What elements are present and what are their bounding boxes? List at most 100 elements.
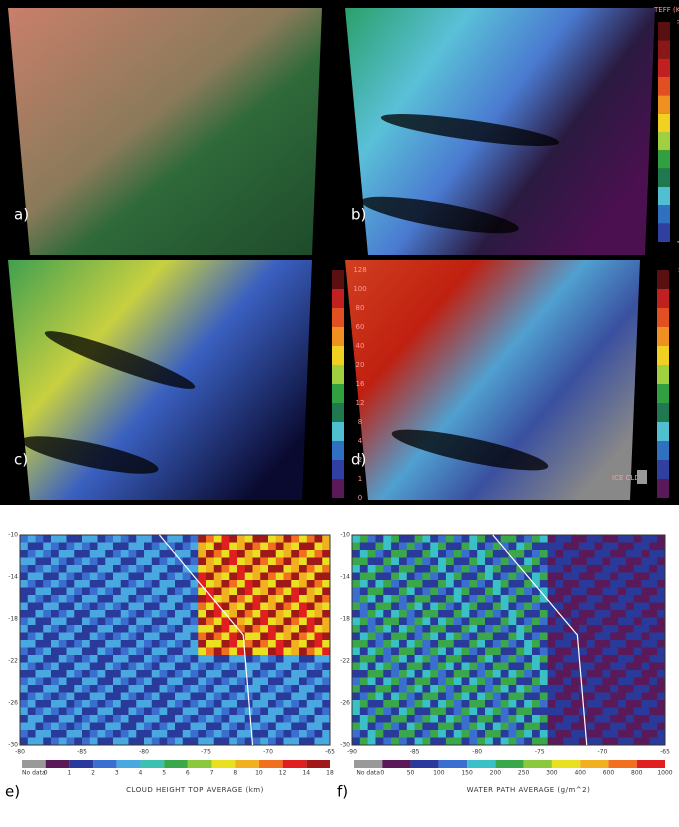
map-cell [657,678,665,686]
map-cell [477,693,485,701]
map-cell [657,723,665,731]
map-cell [229,618,237,626]
map-cell [67,543,75,551]
map-cell [634,595,642,603]
map-cell [352,663,360,671]
map-cell [82,730,90,738]
map-cell [160,685,168,693]
map-cell [67,655,75,663]
map-cell [152,633,160,641]
colorbar-swatch [657,308,669,327]
nodata-swatch [354,760,382,768]
map-cell [43,618,51,626]
map-cell [291,595,299,603]
map-cell [191,618,199,626]
map-cell [649,565,657,573]
map-cell [548,558,556,566]
map-cell [237,685,245,693]
map-cell [191,678,199,686]
map-cell [121,603,129,611]
map-cell [602,663,610,671]
map-cell [206,670,214,678]
map-cell [144,685,152,693]
map-cell [368,543,376,551]
map-cell [477,535,485,543]
map-cell [563,655,571,663]
map-cell [501,535,509,543]
map-cell [284,708,292,716]
map-cell [446,715,454,723]
map-cell [399,708,407,716]
map-cell [469,633,477,641]
map-cell [222,558,230,566]
map-cell [422,678,430,686]
map-cell [634,708,642,716]
map-cell [430,663,438,671]
map-cell [532,625,540,633]
colorbar-swatch [658,150,670,168]
map-cell [152,535,160,543]
map-cell [516,685,524,693]
map-cell [469,625,477,633]
map-cell [90,603,98,611]
map-cell [430,565,438,573]
map-cell [415,625,423,633]
map-cell [229,700,237,708]
map-cell [121,573,129,581]
nodata-label: No data [22,770,46,777]
map-cell [555,595,563,603]
map-cell [90,543,98,551]
map-cell [214,708,222,716]
map-cell [198,730,206,738]
map-cell [315,678,323,686]
map-cell [509,580,517,588]
map-cell [469,640,477,648]
map-cell [587,588,595,596]
map-cell [469,715,477,723]
map-cell [462,685,470,693]
map-cell [214,648,222,656]
map-cell [191,588,199,596]
map-cell [129,625,137,633]
map-cell [540,738,548,746]
map-cell [540,685,548,693]
map-cell [322,663,330,671]
map-cell [260,708,268,716]
map-cell [657,663,665,671]
x-tick-label: -85 [410,749,420,756]
map-cell [291,640,299,648]
map-cell [454,595,462,603]
map-cell [20,648,28,656]
colorbar-swatch [657,479,669,498]
map-cell [291,685,299,693]
map-cell [509,595,517,603]
map-cell [322,603,330,611]
map-cell [610,693,618,701]
map-cell [399,738,407,746]
map-cell [446,730,454,738]
map-cell [485,573,493,581]
map-cell [352,723,360,731]
map-cell [113,693,121,701]
map-cell [183,543,191,551]
map-cell [383,738,391,746]
map-cell [391,625,399,633]
map-cell [67,640,75,648]
map-cell [415,535,423,543]
map-cell [276,670,284,678]
map-cell [352,610,360,618]
map-cell [501,655,509,663]
map-cell [501,633,509,641]
map-cell [51,708,59,716]
colorbar-swatch [212,760,236,768]
map-cell [59,558,67,566]
map-cell [493,573,501,581]
map-cell [516,708,524,716]
map-cell [121,550,129,558]
map-cell [540,543,548,551]
map-cell [160,708,168,716]
map-cell [626,543,634,551]
map-cell [610,573,618,581]
map-cell [67,558,75,566]
map-cell [563,640,571,648]
